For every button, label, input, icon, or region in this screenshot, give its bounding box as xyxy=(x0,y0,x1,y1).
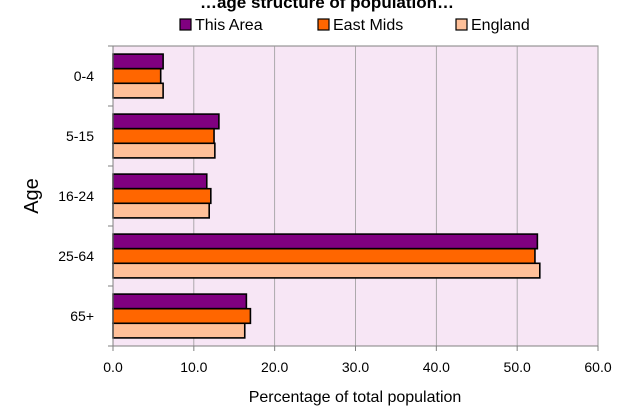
y-tick-label: 5-15 xyxy=(66,128,94,144)
bars xyxy=(112,53,541,339)
bar-this-area xyxy=(112,233,539,250)
x-tick-label: 50.0 xyxy=(504,359,531,375)
bar-east-mids xyxy=(112,247,536,265)
legend-label: This Area xyxy=(195,17,263,34)
x-tick-label: 20.0 xyxy=(261,359,288,375)
legend-swatch xyxy=(455,18,468,31)
x-tick-label: 30.0 xyxy=(342,359,369,375)
y-tick-label: 25-64 xyxy=(58,248,94,264)
bar-england xyxy=(112,82,164,99)
x-tick-label: 10.0 xyxy=(180,359,207,375)
bar-this-area xyxy=(112,113,220,130)
legend: This Area East Mids England xyxy=(179,17,530,34)
bar-england xyxy=(112,142,216,159)
x-tick-label: 60.0 xyxy=(584,359,611,375)
x-tick-label: 0.0 xyxy=(103,359,123,375)
bar-this-area xyxy=(112,293,248,310)
chart-title: …age structure of population… xyxy=(200,0,454,12)
bar-england xyxy=(112,262,541,279)
y-axis-ticks: 0-4 5-15 16-24 25-64 65+ xyxy=(58,45,113,347)
x-axis-ticks: 0.0 10.0 20.0 30.0 40.0 50.0 60.0 xyxy=(103,346,612,375)
x-axis-title: Percentage of total population xyxy=(249,389,462,406)
bar-east-mids xyxy=(112,67,162,85)
legend-swatch xyxy=(179,18,192,31)
bar-east-mids xyxy=(112,127,215,145)
y-axis-title: Age xyxy=(21,178,43,214)
bar-england xyxy=(112,322,246,339)
bar-this-area xyxy=(112,173,208,190)
bar-england xyxy=(112,202,210,219)
bar-this-area xyxy=(112,53,164,70)
legend-label: East Mids xyxy=(333,17,403,34)
bar-east-mids xyxy=(112,307,252,325)
y-tick-label: 65+ xyxy=(70,308,94,324)
y-tick-label: 0-4 xyxy=(74,68,94,84)
legend-swatch xyxy=(317,18,330,31)
bar-east-mids xyxy=(112,187,212,205)
y-tick-label: 16-24 xyxy=(58,188,94,204)
x-tick-label: 40.0 xyxy=(423,359,450,375)
legend-label: England xyxy=(471,17,530,34)
